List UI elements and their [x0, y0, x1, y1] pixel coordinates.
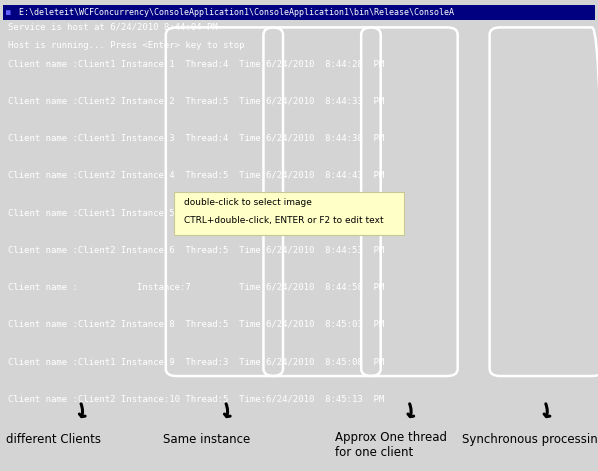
Text: Client name :Client2 Instance:6  Thread:5  Time:6/24/2010  8:44:53  PM: Client name :Client2 Instance:6 Thread:5… — [8, 245, 384, 254]
Text: Client name :Client1 Instance:9  Thread:3  Time:6/24/2010  8:45:08  PM: Client name :Client1 Instance:9 Thread:3… — [8, 357, 384, 366]
Text: Client name :Client1 Instance:1  Thread:4  Time:6/24/2010  8:44:28  PM: Client name :Client1 Instance:1 Thread:4… — [8, 59, 384, 68]
Text: ■: ■ — [6, 8, 11, 17]
Text: Host is running... Press <Enter> key to stop: Host is running... Press <Enter> key to … — [8, 41, 244, 50]
Text: Client name :Client2 Instance:2  Thread:5  Time:6/24/2010  8:44:33  PM: Client name :Client2 Instance:2 Thread:5… — [8, 97, 384, 106]
Text: Client name :           Instance:7         Time:6/24/2010  8:44:58  PM: Client name : Instance:7 Time:6/24/2010 … — [8, 283, 384, 292]
FancyBboxPatch shape — [3, 5, 595, 20]
Text: Service is host at 6/24/2010 8:44:04 PM: Service is host at 6/24/2010 8:44:04 PM — [8, 22, 217, 31]
Text: Approx One thread
for one client: Approx One thread for one client — [334, 430, 447, 458]
Text: Synchronous processing: Synchronous processing — [462, 433, 598, 446]
Text: E:\deleteit\WCFConcurrency\ConsoleApplication1\ConsoleApplication1\bin\Release\C: E:\deleteit\WCFConcurrency\ConsoleApplic… — [14, 8, 454, 17]
Text: Client name :Client2 Instance:4  Thread:5  Time:6/24/2010  8:44:43  PM: Client name :Client2 Instance:4 Thread:5… — [8, 171, 384, 180]
Text: Client name :Client1 Instance:3  Thread:4  Time:6/24/2010  8:44:38  PM: Client name :Client1 Instance:3 Thread:4… — [8, 134, 384, 143]
FancyBboxPatch shape — [174, 192, 404, 235]
Text: double-click to select image: double-click to select image — [184, 198, 312, 207]
Text: Client name :Client2 Instance:10 Thread:5  Time:6/24/2010  8:45:13  PM: Client name :Client2 Instance:10 Thread:… — [8, 394, 384, 403]
Text: different Clients: different Clients — [6, 433, 101, 446]
Text: CTRL+double-click, ENTER or F2 to edit text: CTRL+double-click, ENTER or F2 to edit t… — [184, 216, 383, 225]
Text: Client name :Client1 Instance:5  Thread:4  Time:6/24/2010  8:44:48  PM: Client name :Client1 Instance:5 Thread:4… — [8, 208, 384, 217]
Text: Same instance: Same instance — [163, 433, 250, 446]
Text: Client name :Client2 Instance:8  Thread:5  Time:6/24/2010  8:45:03  PM: Client name :Client2 Instance:8 Thread:5… — [8, 320, 384, 329]
